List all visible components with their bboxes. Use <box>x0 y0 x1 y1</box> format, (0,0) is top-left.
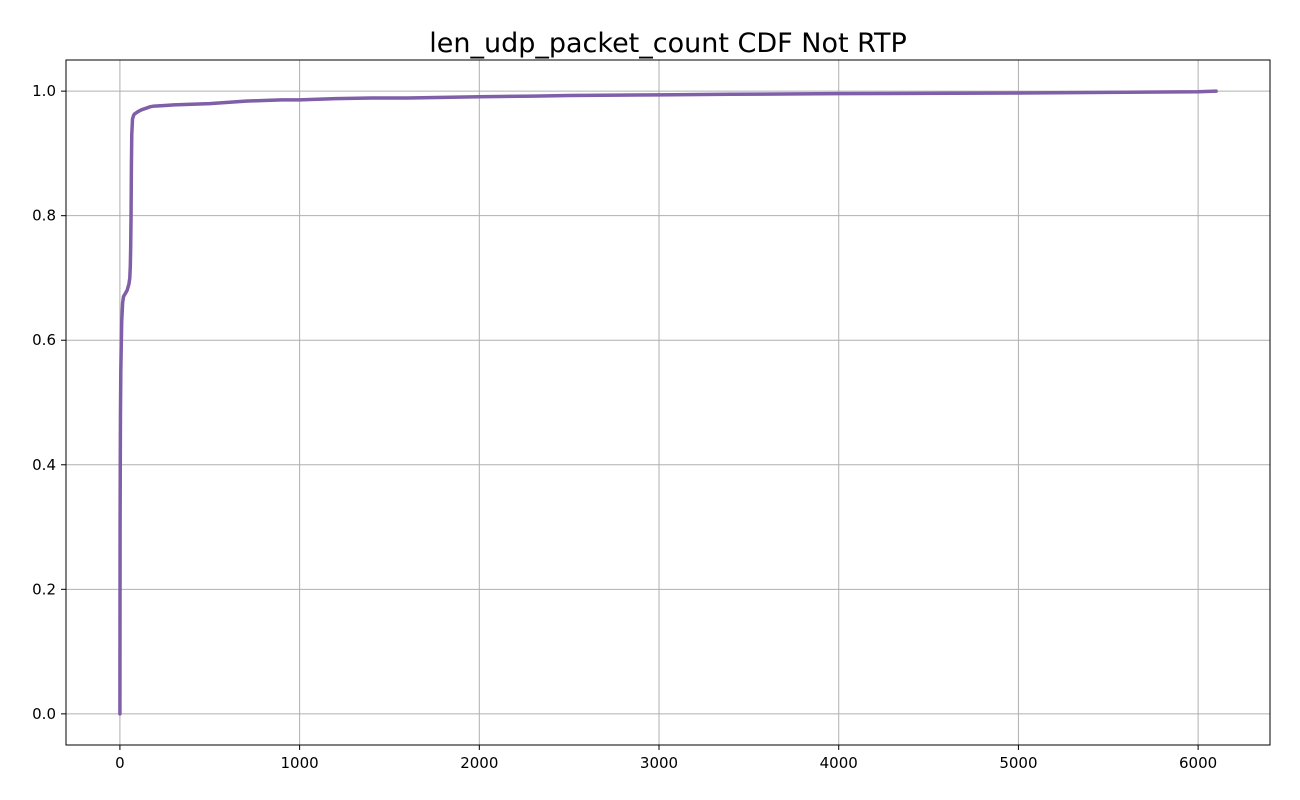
cdf-line <box>118 89 1218 716</box>
x-tick-label: 0 <box>115 754 125 772</box>
y-tick-label: 1.0 <box>32 82 56 100</box>
x-tick-label: 3000 <box>640 754 678 772</box>
series-lines <box>118 89 1218 716</box>
x-tick-label: 1000 <box>281 754 319 772</box>
axes-frame <box>65 59 1271 746</box>
x-tick-label: 6000 <box>1179 754 1217 772</box>
y-tick-label: 0.0 <box>32 705 56 723</box>
y-tick-label: 0.8 <box>32 207 56 225</box>
x-tick-label: 5000 <box>999 754 1037 772</box>
x-tick-label: 2000 <box>460 754 498 772</box>
chart-title: len_udp_packet_count CDF Not RTP <box>429 28 906 59</box>
y-tick-label: 0.2 <box>32 580 56 598</box>
y-tick-label: 0.4 <box>32 456 56 474</box>
y-tick-label: 0.6 <box>32 331 56 349</box>
axis-ticks: 0 1000 2000 3000 4000 5000 6000 0.0 0.2 0.4 0.6 0.8… <box>32 82 1217 772</box>
x-tick-label: 4000 <box>820 754 858 772</box>
